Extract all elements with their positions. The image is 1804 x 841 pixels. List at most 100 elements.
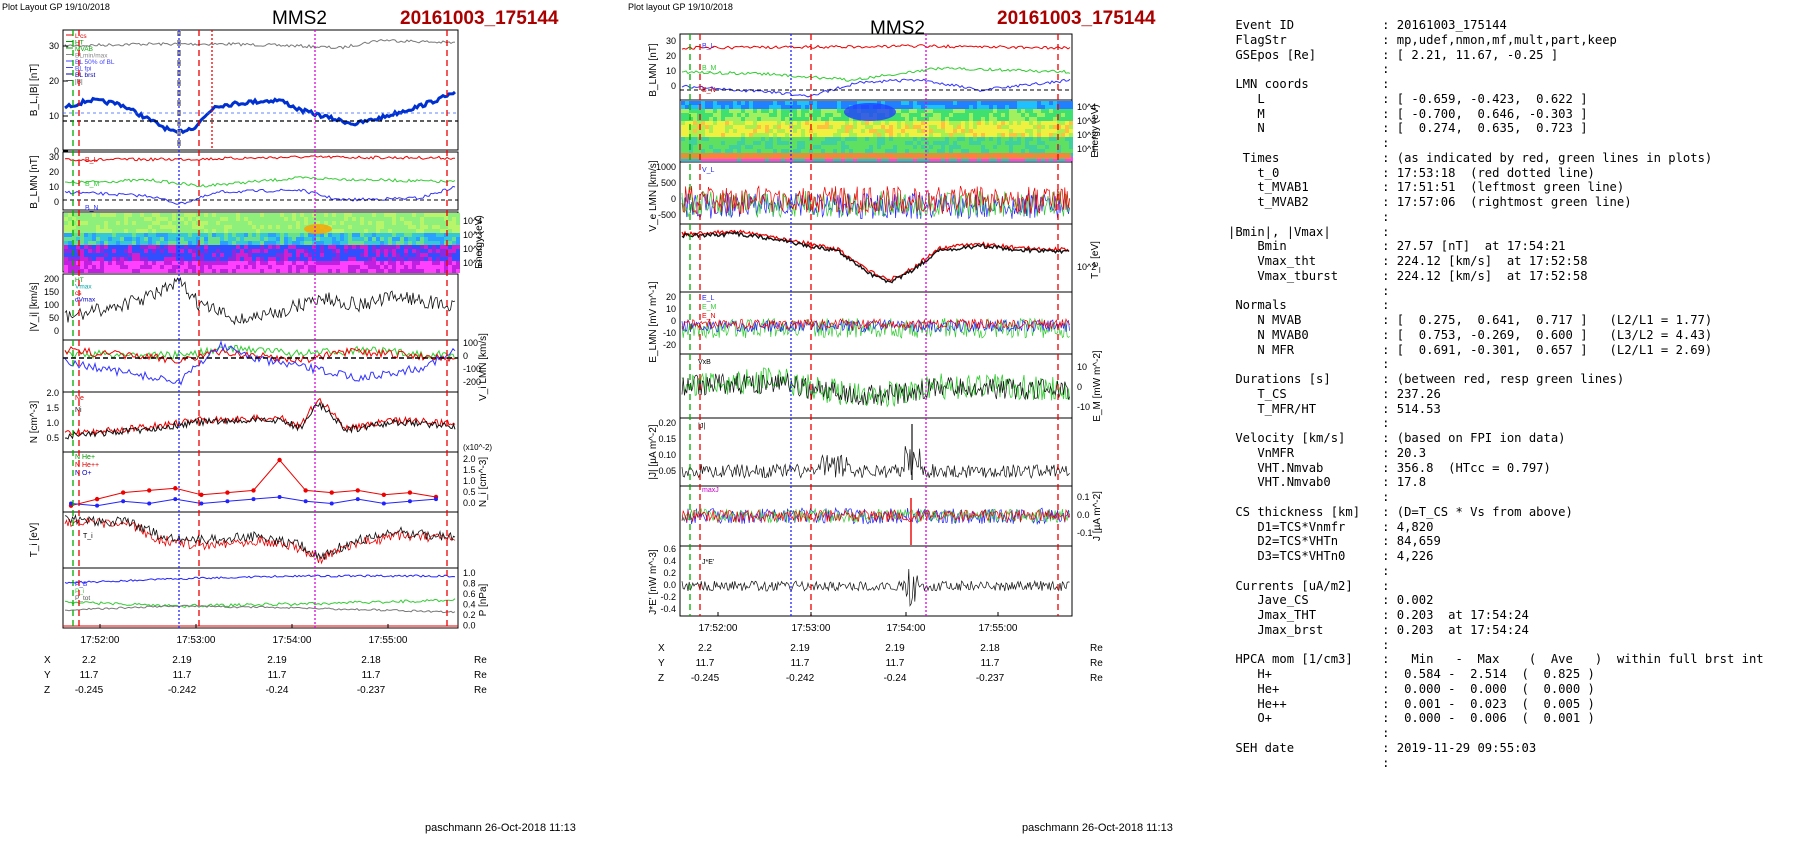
summary-line: N MFR : [ 0.691, -0.301, 0.657 ] (L2/L1 …: [1228, 342, 1713, 357]
spectrogram-cell: [685, 149, 689, 153]
left-Ni-O+-point: [95, 503, 100, 508]
spectrogram-cell: [817, 101, 821, 105]
spectrogram-cell: [773, 141, 777, 145]
spectrogram-cell: [965, 141, 969, 145]
spectrogram-cell: [921, 149, 925, 153]
spectrogram-cell: [1017, 117, 1021, 121]
spectrogram-cell: [837, 101, 841, 105]
spectrogram-cell: [452, 217, 456, 221]
mid-p1-ytick-label: 20: [666, 51, 676, 61]
spectrogram-cell: [288, 249, 292, 253]
spectrogram-cell: [745, 105, 749, 109]
spectrogram-cell: [757, 121, 761, 125]
spectrogram-cell: [64, 237, 68, 241]
spectrogram-cell: [945, 133, 949, 137]
mid-p4-ytick-label: 10^2: [1077, 262, 1096, 272]
spectrogram-cell: [741, 105, 745, 109]
spectrogram-cell: [96, 233, 100, 237]
spectrogram-cell: [188, 257, 192, 261]
spectrogram-cell: [172, 237, 176, 241]
spectrogram-cell: [428, 237, 432, 241]
spectrogram-cell: [148, 237, 152, 241]
spectrogram-cell: [1037, 137, 1041, 141]
spectrogram-cell: [264, 225, 268, 229]
spectrogram-cell: [376, 221, 380, 225]
spectrogram-cell: [941, 125, 945, 129]
spectrogram-cell: [949, 113, 953, 117]
spectrogram-cell: [933, 113, 937, 117]
spectrogram-cell: [713, 145, 717, 149]
spectrogram-cell: [380, 241, 384, 245]
left-p2-BN-series: [64, 185, 456, 205]
summary-line: T_CS : 237.26: [1228, 386, 1441, 401]
spectrogram-cell: [284, 213, 288, 217]
spectrogram-cell: [805, 129, 809, 133]
spectrogram-cell: [697, 137, 701, 141]
spectrogram-cell: [456, 229, 460, 233]
spectrogram-cell: [949, 133, 953, 137]
spectrogram-cell: [68, 221, 72, 225]
spectrogram-cell: [448, 221, 452, 225]
spectrogram-cell: [76, 261, 80, 265]
spectrogram-cell: [1065, 101, 1069, 105]
spectrogram-cell: [761, 141, 765, 145]
spectrogram-cell: [1013, 145, 1017, 149]
spectrogram-cell: [88, 233, 92, 237]
spectrogram-cell: [108, 261, 112, 265]
spectrogram-cell: [1009, 117, 1013, 121]
spectrogram-cell: [244, 269, 248, 273]
spectrogram-cell: [909, 105, 913, 109]
spectrogram-cell: [388, 229, 392, 233]
spectrogram-cell: [825, 129, 829, 133]
spectrogram-cell: [897, 113, 901, 117]
spectrogram-cell: [432, 249, 436, 253]
spectrogram-cell: [212, 257, 216, 261]
spectrogram-cell: [128, 237, 132, 241]
left-panel-9-frame: [62, 567, 459, 629]
left-Ni-O+-point: [69, 501, 73, 506]
spectrogram-cell: [156, 265, 160, 269]
spectrogram-cell: [124, 249, 128, 253]
spectrogram-cell: [689, 113, 693, 117]
spectrogram-cell: [989, 109, 993, 113]
summary-line: N MVAB : [ 0.275, 0.641, 0.717 ] (L2/L1 …: [1228, 313, 1713, 327]
spectrogram-cell: [64, 221, 68, 225]
spectrogram-cell: [957, 105, 961, 109]
spectrogram-cell: [452, 265, 456, 269]
spectrogram-cell: [785, 109, 789, 113]
spectrogram-cell: [440, 233, 444, 237]
spectrogram-cell: [1045, 141, 1049, 145]
spectrogram-cell: [969, 125, 973, 129]
spectrogram-cell: [941, 113, 945, 117]
spectrogram-cell: [925, 141, 929, 145]
mid-p5-legend-label: E_M: [702, 304, 717, 311]
spectrogram-cell: [961, 137, 965, 141]
spectrogram-cell: [957, 137, 961, 141]
spectrogram-cell: [929, 137, 933, 141]
spectrogram-cell: [124, 225, 128, 229]
spectrogram-cell: [689, 145, 693, 149]
spectrogram-cell: [705, 121, 709, 125]
spectrogram-cell: [104, 253, 108, 257]
spectrogram-cell: [144, 217, 148, 221]
spectrogram-cell: [112, 241, 116, 245]
spectrogram-cell: [1053, 109, 1057, 113]
spectrogram-cell: [1033, 149, 1037, 153]
spectrogram-cell: [88, 225, 92, 229]
spectrogram-cell: [100, 217, 104, 221]
spectrogram-cell: [332, 217, 336, 221]
summary-line: VHT.Nmvab0 : 17.8: [1228, 475, 1427, 490]
spectrogram-cell: [841, 125, 845, 129]
mid-p6-ylabel: E_M [mW m^-2]: [1092, 350, 1103, 422]
spectrogram-cell: [777, 145, 781, 149]
spectrogram-cell: [725, 145, 729, 149]
spectrogram-cell: [268, 213, 272, 217]
spectrogram-cell: [805, 133, 809, 137]
spectrogram-cell: [208, 269, 212, 273]
spectrogram-cell: [945, 149, 949, 153]
spectrogram-cell: [1057, 133, 1061, 137]
spectrogram-cell: [232, 225, 236, 229]
spectrogram-cell: [853, 149, 857, 153]
left-p9-ytick-label: 0.6: [463, 589, 476, 599]
spectrogram-cell: [68, 257, 72, 261]
